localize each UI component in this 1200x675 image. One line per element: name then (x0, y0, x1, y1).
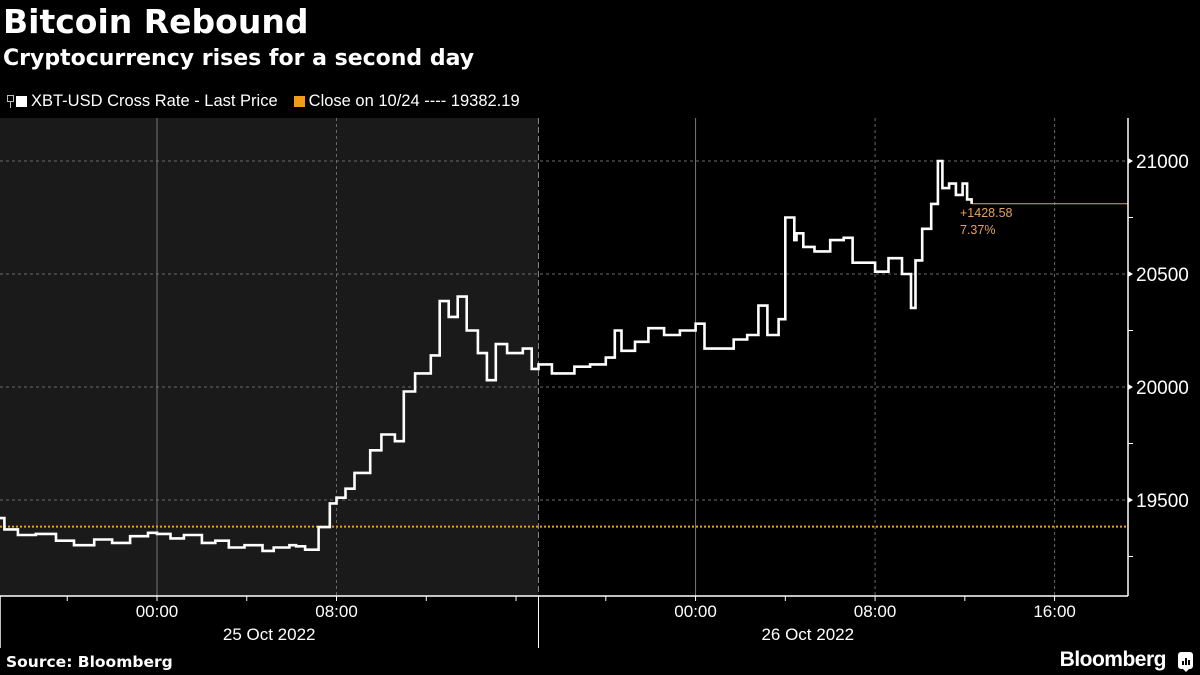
y-tick-arrow (1128, 158, 1133, 164)
axes: 19500 20000 20500 21000 00:00 08:00 00:00 08:00… (0, 118, 1189, 648)
y-tick-label: 20500 (1136, 265, 1189, 286)
chart-title: Bitcoin Rebound (3, 2, 309, 41)
chart-subtitle: Cryptocurrency rises for a second day (3, 46, 475, 71)
price-line (0, 159, 973, 553)
source-label: Source: Bloomberg (6, 653, 173, 671)
x-tick-label: 00:00 (136, 602, 179, 621)
gridlines (0, 118, 1128, 596)
y-tick-arrow (1128, 271, 1133, 277)
legend-swatch-white (16, 95, 27, 107)
legend-entry-close: Close on 10/24 ---- 19382.19 (293, 91, 520, 111)
x-tick-label: 16:00 (1033, 602, 1076, 621)
y-tick-label: 19500 (1136, 491, 1189, 512)
x-date-label: 25 Oct 2022 (223, 625, 316, 644)
legend: XBT-USD Cross Rate - Last Price Close on… (6, 90, 536, 112)
y-tick-label: 21000 (1136, 152, 1189, 173)
x-date-label: 26 Oct 2022 (761, 625, 854, 644)
y-tick-label: 20000 (1136, 378, 1189, 399)
x-tick-label: 08:00 (854, 602, 897, 621)
price-series-line (0, 159, 1128, 553)
plot-background (0, 118, 539, 596)
x-tick-label: 00:00 (674, 602, 717, 621)
percent-annotation: 7.37% (960, 223, 995, 237)
legend-swatch-orange (293, 95, 305, 107)
bloomberg-chart-icon (1178, 652, 1193, 672)
legend-label-last-price: XBT-USD Cross Rate - Last Price (31, 91, 278, 110)
legend-pin-icon[interactable] (6, 93, 14, 109)
change-annotation: +1428.58 (960, 206, 1013, 220)
shaded-region (0, 118, 539, 596)
legend-entry-last-price: XBT-USD Cross Rate - Last Price (16, 92, 278, 111)
bloomberg-logo: Bloomberg (1059, 648, 1167, 671)
y-tick-arrow (1128, 384, 1133, 390)
legend-label-close: Close on 10/24 ---- 19382.19 (308, 91, 520, 110)
x-tick-label: 08:00 (315, 602, 358, 621)
y-tick-arrow (1128, 497, 1133, 503)
